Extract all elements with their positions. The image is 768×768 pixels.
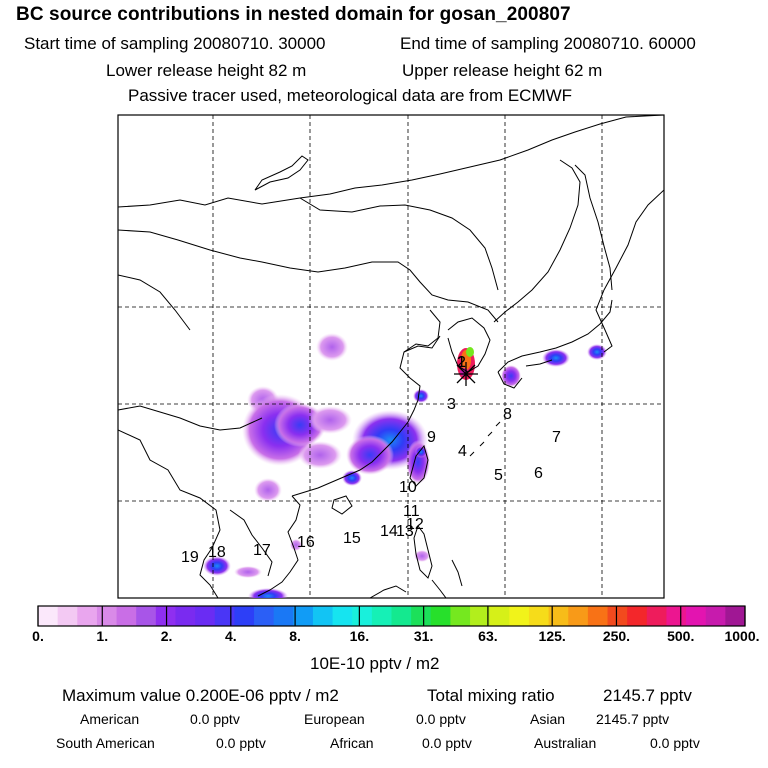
colorbar-swatch: [371, 606, 392, 626]
region-label-5: 5: [494, 467, 503, 484]
colorbar-swatch: [77, 606, 98, 626]
lower-release-height: Lower release height 82 m: [106, 61, 307, 80]
south-american-label: South American: [56, 735, 155, 751]
region-labels: 1 2 3 4 5 6 7 8 9 10 11 12 13 14 15 16 1…: [181, 354, 561, 566]
region-label-16: 16: [297, 534, 315, 551]
colorbar-tick-label: 31.: [413, 628, 434, 644]
region-label-1: 1: [457, 354, 466, 371]
american-label: American: [80, 711, 140, 727]
colorbar-tick-label: 63.: [478, 628, 498, 644]
region-label-9: 9: [427, 429, 436, 446]
colorbar-swatch: [332, 606, 353, 626]
maximum-value: Maximum value 0.200E-06 pptv / m2: [62, 686, 339, 705]
colorbar-swatch: [509, 606, 530, 626]
colorbar-tick-label: 125.: [538, 628, 566, 644]
colorbar-swatch: [136, 606, 157, 626]
colorbar-tick-label: 4.: [224, 628, 237, 644]
colorbar-swatch: [155, 606, 176, 626]
contribution-field: [203, 333, 607, 598]
colorbar-swatch: [175, 606, 196, 626]
african-label: African: [330, 735, 374, 751]
colorbar: [37, 605, 746, 627]
region-label-12: 12: [406, 516, 424, 533]
colorbar-swatch: [391, 606, 412, 626]
coastlines: [118, 115, 664, 598]
end-time: End time of sampling 20080710. 60000: [400, 34, 696, 53]
region-label-2: 2: [457, 354, 466, 371]
colorbar-tick-label: 250.: [602, 628, 631, 644]
colorbar-swatch: [195, 606, 216, 626]
region-label-8: 8: [503, 406, 512, 423]
colorbar-swatch: [38, 606, 59, 626]
start-time: Start time of sampling 20080710. 30000: [24, 34, 326, 53]
colorbar-swatch: [57, 606, 78, 626]
colorbar-tick-label: 2.: [160, 628, 173, 644]
tracer-note: Passive tracer used, meteorological data…: [128, 86, 573, 105]
colorbar-swatch: [96, 606, 118, 626]
colorbar-swatch: [686, 606, 707, 626]
region-label-13: 13: [396, 523, 414, 540]
colorbar-swatch: [725, 606, 746, 626]
colorbar-swatch: [116, 606, 137, 626]
colorbar-swatch: [607, 606, 628, 626]
region-label-10: 10: [399, 479, 417, 496]
map-frame: [117, 114, 665, 599]
colorbar-swatch: [293, 606, 314, 626]
colorbar-swatch: [234, 606, 255, 626]
colorbar-swatch: [430, 606, 451, 626]
colorbar-swatch: [450, 606, 471, 626]
colorbar-swatch: [489, 606, 510, 626]
region-label-3: 3: [447, 396, 456, 413]
australian-value: 0.0 pptv: [650, 735, 700, 751]
colorbar-swatch: [214, 606, 235, 626]
african-value: 0.0 pptv: [422, 735, 472, 751]
colorbar-swatch: [352, 606, 373, 626]
colorbar-swatch: [627, 606, 648, 626]
colorbar-tick-label: 1.: [96, 628, 109, 644]
receptor-star-icon: [454, 362, 478, 386]
region-label-4: 4: [458, 443, 467, 460]
region-label-17: 17: [253, 542, 271, 559]
colorbar-tick-label: 0.: [32, 628, 44, 644]
colorbar-swatch: [528, 606, 550, 626]
colorbar-swatch: [666, 606, 687, 626]
total-mixing-ratio-value: 2145.7 pptv: [603, 686, 692, 705]
region-label-18: 18: [208, 544, 226, 561]
colorbar-swatch: [587, 606, 609, 626]
region-label-6: 6: [534, 465, 543, 482]
colorbar-swatch: [254, 606, 275, 626]
european-value: 0.0 pptv: [416, 711, 466, 727]
map-title: BC source contributions in nested domain…: [16, 4, 571, 25]
colorbar-tick-label: 500.: [667, 628, 695, 644]
asian-label: Asian: [530, 711, 566, 727]
region-label-11: 11: [403, 503, 420, 520]
colorbar-swatch: [312, 606, 334, 626]
region-label-7: 7: [552, 429, 561, 446]
colorbar-swatch: [646, 606, 667, 626]
colorbar-swatch: [470, 606, 491, 626]
colorbar-swatch: [273, 606, 294, 626]
colorbar-swatch: [548, 606, 569, 626]
colorbar-swatch: [705, 606, 726, 626]
graticule: [118, 115, 664, 598]
colorbar-tick-label: 16.: [349, 628, 370, 644]
australian-label: Australian: [534, 735, 597, 751]
total-mixing-ratio-label: Total mixing ratio: [427, 686, 555, 705]
region-label-14: 14: [380, 523, 398, 540]
colorbar-swatch: [411, 606, 432, 626]
american-value: 0.0 pptv: [190, 711, 240, 727]
european-label: European: [304, 711, 365, 727]
colorbar-unit: 10E-10 pptv / m2: [310, 654, 440, 673]
colorbar-tick-label: 8.: [289, 628, 301, 644]
asian-value: 2145.7 pptv: [596, 711, 670, 727]
region-label-15: 15: [343, 530, 361, 547]
region-label-19: 19: [181, 549, 199, 566]
colorbar-swatch: [568, 606, 589, 626]
south-american-value: 0.0 pptv: [216, 735, 266, 751]
upper-release-height: Upper release height 62 m: [402, 61, 603, 80]
colorbar-tick-label: 1000.: [724, 628, 760, 644]
